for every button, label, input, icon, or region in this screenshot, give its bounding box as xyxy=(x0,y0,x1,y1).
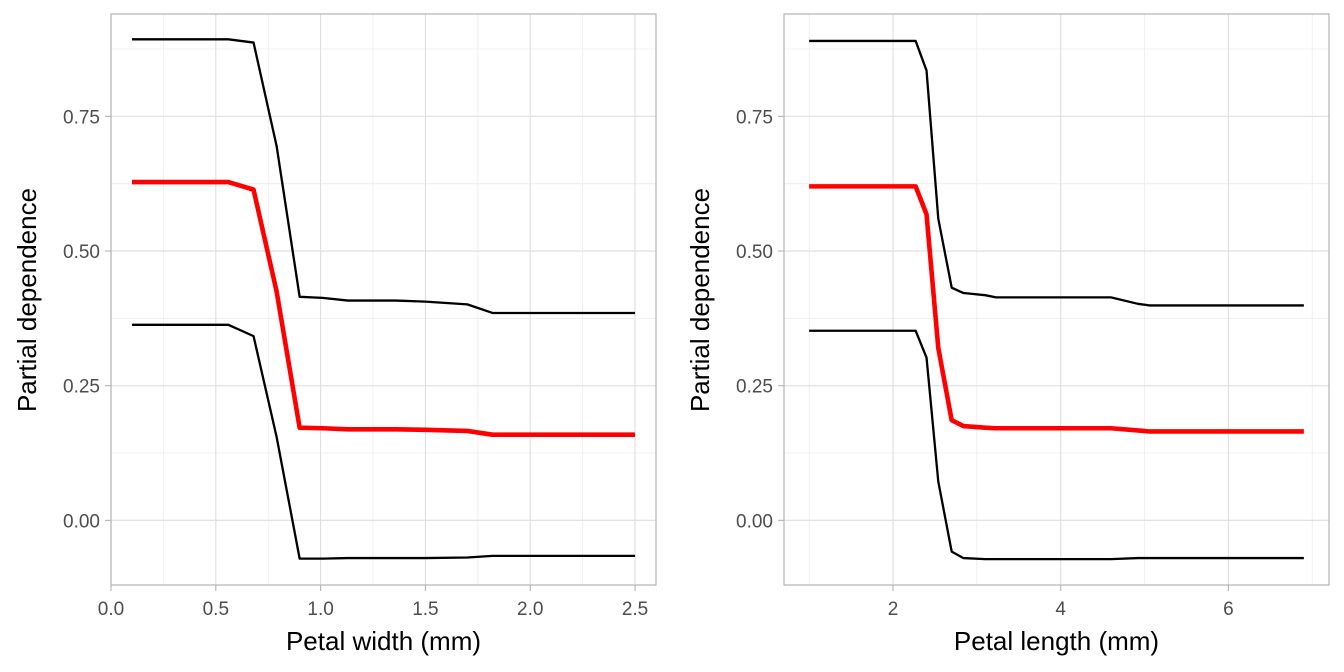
length-lower-line xyxy=(809,329,1304,561)
length-mean-line xyxy=(809,184,1304,434)
x-axis-title: Petal width (mm) xyxy=(286,626,481,656)
length-upper-line xyxy=(809,39,1304,307)
x-tick-label: 6 xyxy=(1223,599,1234,620)
x-tick-label: 4 xyxy=(1055,599,1066,620)
panel-border xyxy=(783,13,1330,586)
petal-width-panel: 0.0 0.5 1.0 1.5 2.0 2.5 0.00 0.25 0.50 0.75 Petal … xyxy=(12,13,657,656)
x-tick-label: 0.0 xyxy=(98,599,124,620)
y-tick-label: 0.75 xyxy=(63,107,100,128)
width-upper-line xyxy=(131,38,636,315)
y-tick-label: 0.00 xyxy=(736,511,773,532)
x-tick-label: 2 xyxy=(888,599,899,620)
x-tick-label: 2.0 xyxy=(517,599,543,620)
y-tick-label: 0.50 xyxy=(736,242,773,263)
panel-border xyxy=(110,13,657,586)
width-mean-line xyxy=(131,179,636,438)
y-tick-label: 0.25 xyxy=(63,377,100,398)
y-tick-label: 0.75 xyxy=(736,107,773,128)
y-tick-label: 0.00 xyxy=(63,511,100,532)
x-tick-label: 0.5 xyxy=(203,599,229,620)
x-tick-label: 2.5 xyxy=(622,599,648,620)
y-tick-label: 0.25 xyxy=(736,377,773,398)
y-axis-title: Partial dependence xyxy=(685,188,715,412)
width-lower-line xyxy=(131,323,636,560)
x-tick-label: 1.5 xyxy=(412,599,438,620)
x-tick-label: 1.0 xyxy=(307,599,333,620)
x-axis-title: Petal length (mm) xyxy=(954,626,1159,656)
petal-length-panel: 2 4 6 0.00 0.25 0.50 0.75 Petal length (mm) Part… xyxy=(685,13,1330,656)
y-axis-title: Partial dependence xyxy=(12,188,42,412)
y-tick-label: 0.50 xyxy=(63,242,100,263)
